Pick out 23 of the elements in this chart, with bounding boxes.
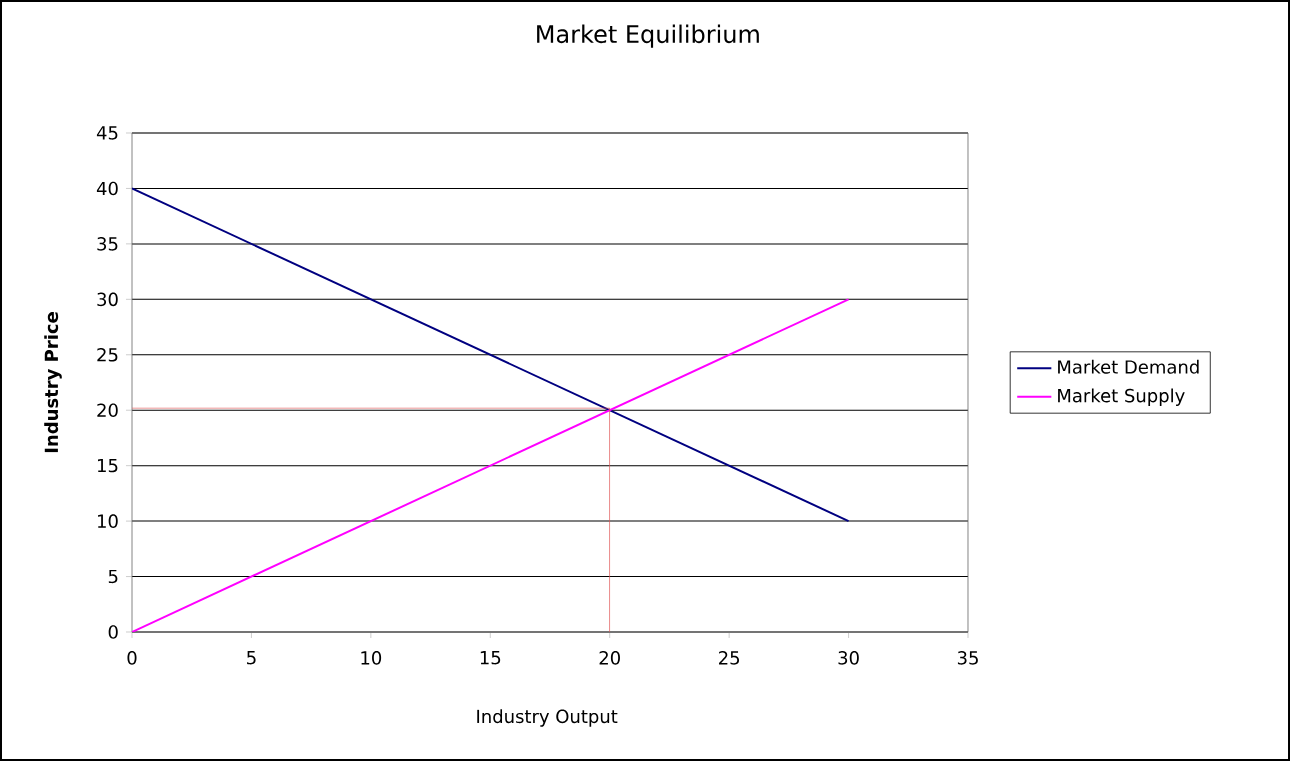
legend-label: Market Supply (1058, 388, 1185, 406)
y-tick-label: 0 (108, 625, 118, 639)
y-axis-title: Industry Price (44, 312, 62, 453)
y-tick-label: 45 (96, 126, 118, 140)
y-tick-label: 35 (97, 237, 118, 251)
x-tick-label: 25 (719, 651, 740, 665)
x-axis-title: Industry Output (477, 709, 618, 727)
y-tick-label: 10 (98, 514, 118, 528)
y-tick-label: 20 (97, 403, 118, 418)
x-tick-label: 10 (361, 651, 382, 665)
y-tick-label: 25 (97, 347, 118, 362)
x-tick-label: 20 (599, 651, 620, 665)
y-tick-label: 15 (98, 458, 118, 473)
y-tick-label: 5 (108, 569, 118, 584)
x-tick-label: 30 (838, 651, 859, 665)
legend-label: Market Demand (1058, 359, 1199, 374)
x-tick-label: 5 (247, 651, 256, 665)
y-tick-label: 40 (96, 181, 118, 196)
x-tick-label: 15 (480, 651, 501, 665)
x-tick-label: 0 (127, 651, 137, 665)
x-tick-label: 35 (957, 651, 978, 665)
y-tick-label: 30 (97, 292, 118, 307)
chart-title: Market Equilibrium (537, 24, 759, 48)
